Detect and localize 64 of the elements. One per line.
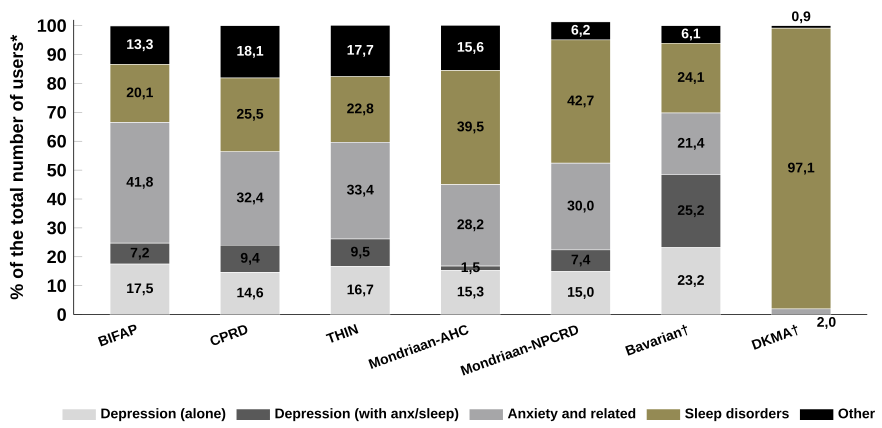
data-label: 22,8 [347, 104, 374, 116]
bar [110, 122, 170, 244]
legend-label: Anxiety and related [508, 408, 636, 422]
data-label: 9,4 [240, 252, 260, 265]
x-tick-label: BIFAP [98, 324, 136, 346]
y-tick-label: 30 [47, 222, 66, 234]
data-label: 7,2 [130, 248, 149, 260]
data-label: 23,2 [678, 275, 704, 288]
data-label: 21,4 [678, 138, 704, 150]
data-label: 15,3 [458, 286, 484, 298]
legend-label: Other [838, 408, 875, 418]
data-label: 16,7 [348, 284, 374, 296]
y-tick-label: 100 [38, 19, 66, 32]
bar [771, 308, 832, 315]
data-label: 18,1 [237, 46, 264, 58]
y-tick-label: 50 [47, 164, 66, 176]
data-label: 39,5 [457, 122, 484, 134]
data-label: 15,6 [458, 42, 484, 54]
data-label: 13,3 [127, 39, 153, 52]
y-axis-title: % of the total number of users* [10, 34, 24, 300]
bar [550, 162, 611, 250]
x-tick-label: THIN [326, 324, 358, 343]
data-label: 42,7 [567, 96, 594, 108]
data-label: 30,0 [567, 200, 594, 212]
bar [550, 250, 611, 272]
data-label: 6,1 [682, 28, 700, 40]
legend-label: Depression (alone) [101, 408, 226, 422]
bar [330, 142, 390, 240]
data-label: 17,7 [348, 45, 374, 57]
data-label: 20,1 [126, 87, 154, 100]
data-label: 2,0 [817, 317, 836, 329]
y-tick-label: 0 [57, 308, 66, 321]
y-tick-label: 70 [47, 106, 66, 119]
y-tick-label: 80 [47, 77, 66, 90]
data-label: 17,5 [127, 283, 154, 296]
bar [220, 272, 280, 315]
y-tick-label: 40 [46, 192, 66, 206]
data-label: 15,0 [568, 287, 594, 299]
legend-label: Depression (with anx/sleep) [275, 408, 458, 422]
x-tick-label: CPRD [210, 325, 248, 345]
data-label: 9,5 [351, 246, 370, 259]
data-label: 6,2 [572, 24, 590, 37]
data-label: 24,1 [678, 72, 704, 84]
data-label: 28,2 [457, 219, 484, 232]
data-label: 25,2 [678, 205, 704, 218]
y-tick-label: 20 [47, 250, 66, 264]
bar [660, 247, 721, 315]
bar [220, 151, 280, 246]
legend-label: Sleep disorders [685, 408, 789, 422]
data-label: 41,8 [126, 176, 153, 189]
data-label: 0,9 [792, 11, 810, 24]
bar [330, 266, 390, 315]
bar [550, 270, 611, 315]
bar [660, 112, 721, 176]
data-label: 97,1 [788, 162, 814, 174]
y-tick-label: 10 [48, 279, 66, 292]
data-label: 25,5 [236, 108, 264, 121]
y-tick-label: 90 [47, 48, 66, 61]
data-label: 7,4 [572, 254, 590, 266]
y-tick-label: 60 [47, 134, 66, 148]
data-label: 14,6 [237, 288, 264, 300]
data-label: 32,4 [236, 192, 264, 204]
data-label: 33,4 [347, 184, 374, 197]
bar [110, 264, 170, 315]
